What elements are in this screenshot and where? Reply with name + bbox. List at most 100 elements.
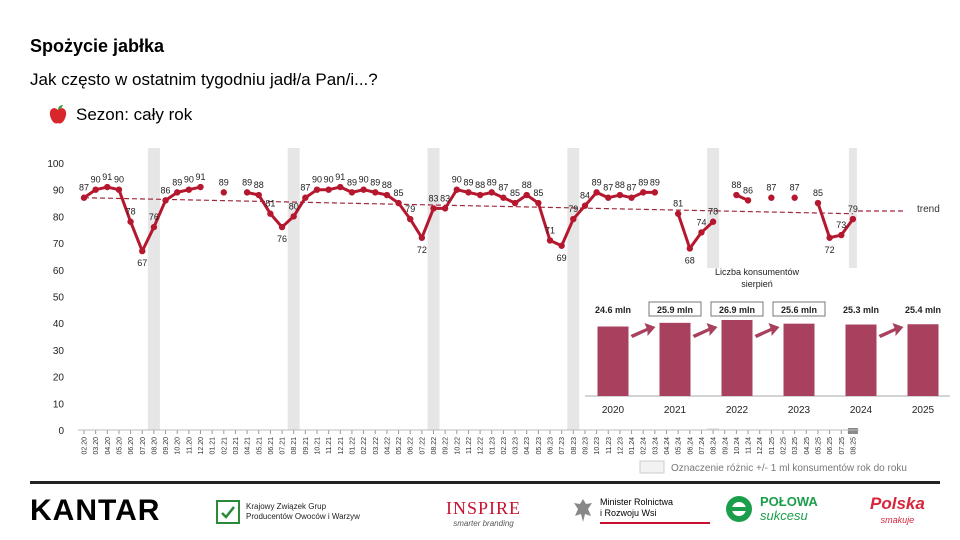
- data-label: 87: [603, 183, 613, 193]
- polska-smakuje-logo: Polska smakuje: [870, 495, 925, 528]
- x-tick-label: 03.20: [93, 437, 100, 455]
- legend-trend-label: trend: [917, 204, 940, 215]
- x-tick-label: 02.23: [501, 437, 508, 455]
- highlight-column-08-22: [427, 148, 440, 430]
- data-point: [337, 183, 344, 191]
- x-tick-label: 01.23: [489, 437, 496, 455]
- x-tick-label: 07.24: [699, 437, 706, 455]
- data-label: 80: [289, 201, 299, 211]
- data-label: 87: [300, 183, 310, 193]
- data-label: 72: [417, 245, 427, 255]
- kantar-logo: KANTAR: [30, 494, 161, 527]
- data-point: [535, 199, 542, 207]
- x-tick-label: 02.21: [221, 437, 228, 455]
- x-tick-label: 10.23: [594, 437, 601, 455]
- data-point: [768, 194, 775, 201]
- data-point: [686, 245, 693, 252]
- kzgp-logo: Krajowy Związek Grup Producentów Owoców …: [216, 500, 360, 524]
- series-line-segment: [83, 185, 201, 253]
- data-point: [453, 186, 460, 193]
- inset-value-label: 25.9 mln: [657, 305, 693, 315]
- data-point: [150, 223, 158, 231]
- data-point: [185, 186, 193, 193]
- data-point: [407, 215, 414, 223]
- y-tick-label: 70: [53, 239, 65, 250]
- x-tick-label: 07.21: [280, 437, 287, 455]
- data-label: 88: [522, 180, 532, 190]
- x-tick-label: 01.22: [349, 437, 356, 455]
- data-point: [430, 205, 437, 212]
- x-tick-label: 02.22: [361, 437, 368, 455]
- inset-bar: [845, 324, 877, 396]
- data-label: 76: [149, 212, 159, 222]
- data-label: 87: [766, 183, 776, 193]
- x-tick-label: 02.20: [82, 437, 89, 455]
- highlight-column-08-21: [287, 148, 300, 430]
- y-tick-label: 20: [53, 373, 65, 384]
- inset-value-box: [710, 301, 764, 317]
- data-point: [115, 186, 123, 193]
- data-label: 78: [126, 207, 136, 217]
- trend-arrow-icon: [754, 323, 780, 338]
- x-tick-label: 04.25: [804, 437, 811, 455]
- x-tick-label: 02.25: [781, 437, 788, 455]
- data-label: 78: [708, 207, 718, 217]
- trend-line: [83, 197, 853, 215]
- data-point: [92, 186, 99, 193]
- x-tick-label: 12.20: [198, 437, 205, 455]
- data-point: [255, 191, 262, 199]
- data-point: [558, 242, 565, 249]
- trend-arrow-icon: [692, 323, 718, 338]
- series-line-segment: [816, 202, 855, 240]
- data-label: 91: [335, 172, 345, 182]
- data-label: 89: [650, 177, 660, 187]
- inset-value-label: 25.4 mln: [905, 305, 941, 315]
- data-point: [360, 186, 367, 193]
- inset-value-label: 24.6 mln: [595, 305, 631, 315]
- data-point: [348, 189, 356, 196]
- inset-bar: [721, 320, 753, 396]
- data-point: [593, 189, 600, 196]
- data-point: [441, 205, 449, 212]
- data-point: [698, 229, 705, 236]
- x-tick-label: 08.20: [151, 437, 158, 455]
- data-label: 69: [557, 253, 567, 263]
- x-tick-label: 03.25: [792, 437, 799, 455]
- x-tick-label: 08.22: [431, 437, 438, 455]
- inset-bar: [783, 323, 815, 396]
- data-point: [570, 215, 577, 223]
- inspire-logo: INSPIRE smarter branding: [446, 498, 521, 528]
- data-point: [616, 191, 624, 199]
- data-point: [290, 213, 297, 220]
- data-point: [104, 183, 111, 191]
- data-label: 91: [195, 172, 205, 182]
- data-point: [605, 194, 612, 201]
- data-label: 72: [825, 245, 835, 255]
- x-tick-label: 06.24: [687, 437, 694, 455]
- data-point: [733, 191, 740, 199]
- x-tick-label: 06.25: [827, 437, 834, 455]
- data-label: 88: [254, 180, 264, 190]
- x-tick-label: 06.23: [548, 437, 555, 455]
- series-line-segment: [676, 213, 715, 250]
- kzgp-line1: Krajowy Związek Grup: [246, 502, 327, 511]
- inset-value-label: 26.9 mln: [719, 305, 755, 315]
- data-point: [849, 215, 857, 223]
- data-label: 89: [638, 177, 648, 187]
- data-point: [476, 191, 484, 199]
- data-point: [127, 218, 134, 225]
- data-label: 83: [440, 193, 450, 203]
- minister-logo: Minister Rolnictwa i Rozwoju Wsi: [572, 496, 710, 524]
- polowa-logo: POŁOWA sukcesu: [724, 494, 818, 524]
- data-point: [640, 189, 647, 196]
- x-tick-label: 12.22: [478, 437, 485, 455]
- data-label: 85: [510, 188, 520, 198]
- x-tick-label: 12.24: [757, 437, 764, 455]
- data-point: [174, 189, 181, 196]
- data-label: 67: [137, 258, 147, 268]
- kzgp-line2: Producentów Owoców i Warzyw: [246, 512, 360, 521]
- data-label: 79: [405, 204, 415, 214]
- data-point: [325, 186, 332, 193]
- data-label: 76: [277, 234, 287, 244]
- inset-background: [580, 268, 952, 428]
